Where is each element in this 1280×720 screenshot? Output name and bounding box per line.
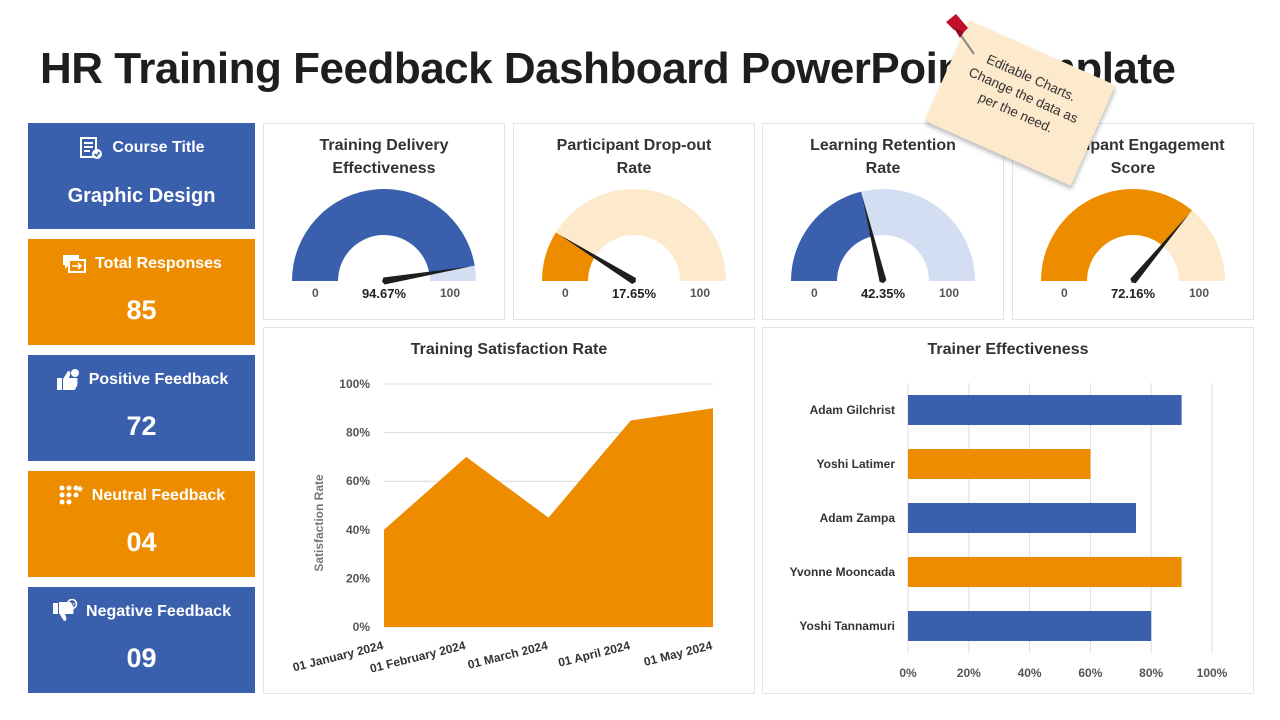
- thumbs-down-icon: [53, 599, 78, 621]
- category-label: Adam Zampa: [820, 511, 896, 525]
- y-axis-label: Satisfaction Rate: [312, 474, 326, 572]
- gauge-fill: [791, 191, 873, 281]
- kpi-neutral-feedback: Neutral Feedback 04: [28, 471, 255, 577]
- y-tick-label: 40%: [346, 523, 370, 537]
- chat-arrow-icon: [63, 255, 87, 273]
- kpi-value: 85: [126, 295, 157, 325]
- gauge-chart: [1041, 189, 1225, 284]
- chart-title: Trainer Effectiveness: [928, 341, 1089, 358]
- gauge-max-label: 100: [440, 286, 461, 300]
- x-tick-label: 01 February 2024: [368, 638, 467, 675]
- gauge-min-label: 0: [811, 286, 818, 300]
- gauge-max-label: 100: [939, 286, 960, 300]
- gauge-fill: [292, 189, 475, 281]
- trainer-panel: Trainer Effectiveness Adam Gilchrist Yosh…: [762, 327, 1254, 694]
- gauge-min-label: 0: [1061, 286, 1068, 300]
- gauge-fill: [1041, 189, 1192, 281]
- y-tick-label: 80%: [346, 426, 370, 440]
- kpi-label: Total Responses: [95, 255, 222, 272]
- kpi-negative-feedback: Negative Feedback 09: [28, 587, 255, 693]
- gauge-min-label: 0: [562, 286, 569, 300]
- x-tick-label: 01 May 2024: [642, 638, 714, 669]
- gauge-chart: [292, 189, 476, 285]
- gauge-needle: [862, 195, 887, 283]
- bar: [908, 449, 1091, 479]
- kpi-course-title: Course Title Graphic Design: [28, 123, 255, 229]
- chart-title: Training Satisfaction Rate: [411, 341, 608, 358]
- kpi-label: Neutral Feedback: [91, 487, 226, 504]
- kpi-label: Positive Feedback: [88, 371, 229, 388]
- gauge-value-label: 72.16%: [1110, 286, 1156, 301]
- gauge-panel-engagement: Participant Engagement Score 0 72.16% 10…: [1012, 123, 1254, 320]
- y-tick-label: 20%: [346, 571, 370, 585]
- bar: [908, 503, 1136, 533]
- x-tick-label: 01 April 2024: [557, 638, 632, 669]
- push-pin-icon: [946, 14, 975, 55]
- gauge-min-label: 0: [312, 286, 319, 300]
- x-tick-label: 0%: [899, 666, 917, 680]
- x-tick-label: 80%: [1139, 666, 1163, 680]
- kpi-total-responses: Total Responses 85: [28, 239, 255, 345]
- star-dots-icon: [59, 485, 84, 505]
- gauge-chart: [791, 189, 975, 283]
- thumbs-up-icon: [56, 369, 79, 390]
- gauge-needle: [559, 234, 636, 284]
- gauge-title: Training Delivery Effectiveness: [319, 137, 449, 177]
- kpi-value: Graphic Design: [67, 185, 216, 207]
- satisfaction-area-chart: Training Satisfaction Rate Satisfaction …: [291, 341, 714, 676]
- gauge-panel-dropout: Participant Drop-out Rate 0 17.65% 100: [513, 123, 755, 320]
- gauge-value-label: 42.35%: [860, 286, 906, 301]
- gauge-fill: [542, 232, 595, 281]
- bar: [908, 557, 1182, 587]
- gauge-value-label: 94.67%: [361, 286, 407, 301]
- category-label: Adam Gilchrist: [810, 403, 895, 417]
- gauge-panel-delivery: Training Delivery Effectiveness 0 94.67%…: [263, 123, 505, 320]
- gauge-needle: [1130, 213, 1190, 284]
- y-tick-label: 0%: [353, 620, 371, 634]
- satisfaction-panel: Training Satisfaction Rate Satisfaction …: [263, 327, 755, 694]
- kpi-label: Course Title: [112, 139, 205, 156]
- x-tick-label: 100%: [1197, 666, 1228, 680]
- x-tick-label: 40%: [1018, 666, 1042, 680]
- gauge-title: Learning Retention Rate: [810, 137, 956, 177]
- gauge-max-label: 100: [1189, 286, 1210, 300]
- y-tick-label: 60%: [346, 474, 370, 488]
- gauge-chart: [542, 189, 726, 284]
- kpi-positive-feedback: Positive Feedback 72: [28, 355, 255, 461]
- gauge-needle: [382, 266, 471, 285]
- gauge-max-label: 100: [690, 286, 711, 300]
- x-tick-label: 01 March 2024: [466, 638, 549, 672]
- bar: [908, 395, 1182, 425]
- area-series: [384, 408, 713, 627]
- gauge-value-label: 17.65%: [611, 286, 657, 301]
- gauge-panel-retention: Learning Retention Rate 0 42.35% 100: [762, 123, 1004, 320]
- x-tick-label: 60%: [1078, 666, 1102, 680]
- category-label: Yoshi Latimer: [817, 457, 896, 471]
- gauge-title: Participant Drop-out Rate: [556, 137, 712, 177]
- kpi-value: 04: [126, 527, 157, 557]
- kpi-value: 72: [126, 411, 157, 441]
- trainer-bar-chart: Trainer Effectiveness Adam Gilchrist Yosh…: [790, 341, 1228, 680]
- x-tick-label: 20%: [957, 666, 981, 680]
- y-tick-label: 100%: [339, 377, 370, 391]
- kpi-value: 09: [126, 643, 157, 673]
- bar: [908, 611, 1152, 641]
- kpi-label: Negative Feedback: [86, 603, 231, 620]
- category-label: Yoshi Tannamuri: [799, 619, 895, 633]
- document-check-icon: [80, 137, 103, 159]
- category-label: Yvonne Mooncada: [790, 565, 896, 579]
